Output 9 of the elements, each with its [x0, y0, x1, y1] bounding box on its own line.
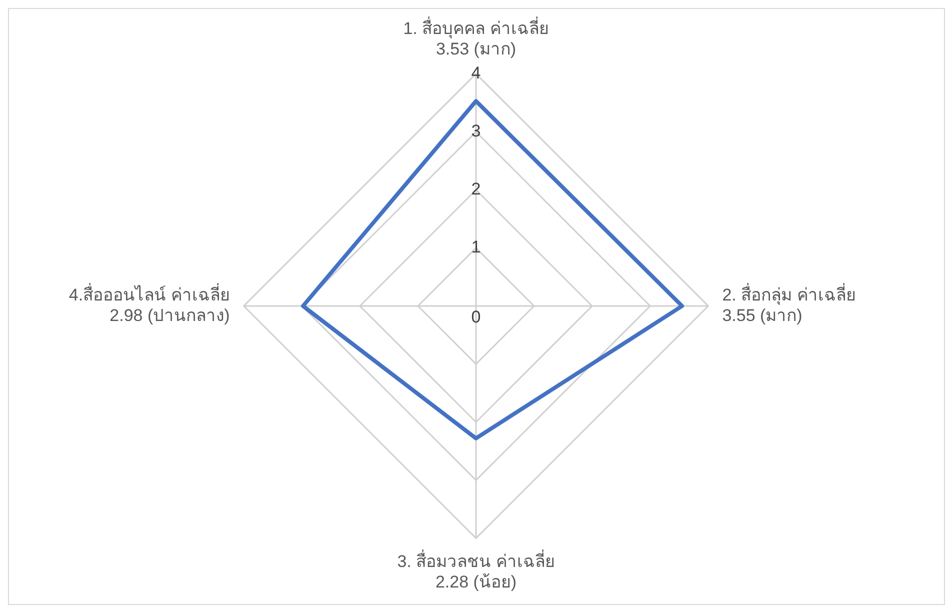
spoke-label: 3. สื่อมวลชน ค่าเฉลี่ย 2.28 (น้อย)	[397, 549, 555, 592]
y-tick-label: 3	[471, 122, 481, 141]
y-tick-label: 2	[471, 180, 481, 199]
y-tick-label: 1	[471, 238, 481, 257]
y-tick-label: 4	[471, 63, 481, 82]
spoke-label: 2. สื่อกลุ่ม ค่าเฉลี่ย 3.55 (มาก)	[722, 282, 856, 325]
spoke-label: 1. สื่อบุคคล ค่าเฉลี่ย 3.53 (มาก)	[403, 16, 549, 58]
y-tick-label: 0	[471, 308, 481, 327]
spoke-label: 4.สื่อออนไลน์ ค่าเฉลี่ย 2.98 (ปานกลาง)	[68, 282, 230, 325]
